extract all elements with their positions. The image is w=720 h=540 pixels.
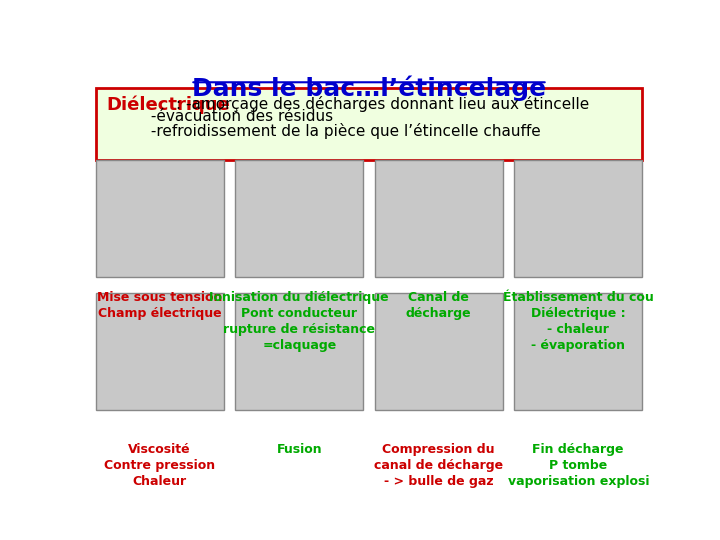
FancyBboxPatch shape bbox=[96, 160, 224, 277]
Text: Fin décharge
P tombe
vaporisation explosi: Fin décharge P tombe vaporisation explos… bbox=[508, 443, 649, 488]
Text: Fusion: Fusion bbox=[276, 443, 322, 456]
Text: Mise sous tension
Champ électrique: Mise sous tension Champ électrique bbox=[97, 292, 222, 320]
FancyBboxPatch shape bbox=[374, 293, 503, 410]
FancyBboxPatch shape bbox=[514, 293, 642, 410]
FancyBboxPatch shape bbox=[235, 293, 364, 410]
Text: -refroidissement de la pièce que l’étincelle chauffe: -refroidissement de la pièce que l’étinc… bbox=[107, 123, 541, 139]
FancyBboxPatch shape bbox=[374, 160, 503, 277]
FancyBboxPatch shape bbox=[235, 160, 364, 277]
Text: -évacuation des résidus: -évacuation des résidus bbox=[107, 109, 333, 124]
Text: Ionisation du diélectrique
Pont conducteur
rupture de résistance
=claquage: Ionisation du diélectrique Pont conducte… bbox=[210, 292, 389, 353]
Text: : -amorçage des décharges donnant lieu aux étincelle: : -amorçage des décharges donnant lieu a… bbox=[176, 96, 590, 112]
Text: Dans le bac…l’étincelage: Dans le bac…l’étincelage bbox=[192, 75, 546, 100]
Text: Canal de
décharge: Canal de décharge bbox=[406, 292, 472, 320]
Text: Diélectrique: Diélectrique bbox=[107, 96, 230, 114]
Text: Compression du
canal de décharge
- > bulle de gaz: Compression du canal de décharge - > bul… bbox=[374, 443, 503, 488]
FancyBboxPatch shape bbox=[96, 293, 224, 410]
Text: Établissement du cou
Diélectrique :
- chaleur
- évaporation: Établissement du cou Diélectrique : - ch… bbox=[503, 292, 654, 353]
FancyBboxPatch shape bbox=[96, 87, 642, 160]
FancyBboxPatch shape bbox=[514, 160, 642, 277]
Text: Viscosité
Contre pression
Chaleur: Viscosité Contre pression Chaleur bbox=[104, 443, 215, 488]
